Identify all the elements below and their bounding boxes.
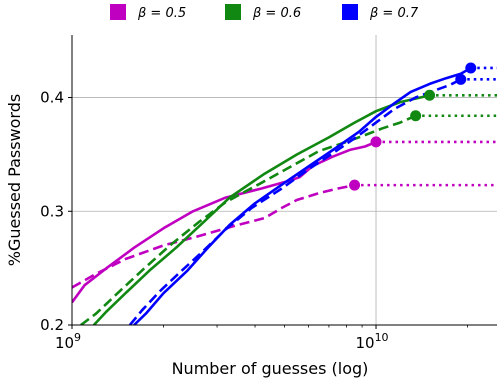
series-line-1 [72,183,355,289]
legend-label-2: β = 0.7 [369,6,419,21]
series-line-5 [128,78,462,325]
legend-label-1: β = 0.6 [252,6,301,21]
axes [71,35,497,326]
series-end-marker-5 [455,73,467,85]
series-line-3 [80,114,417,325]
legend: β = 0.5 β = 0.6 β = 0.7 [110,4,419,21]
legend-swatch-0 [110,4,126,20]
legend-label-0: β = 0.5 [137,6,186,21]
series-end-marker-1 [349,179,361,191]
gridlines [72,35,497,325]
tick-labels: 0.2 0.3 0.4 109 1010 [40,89,468,352]
legend-swatch-1 [225,4,241,20]
series-group [72,66,497,325]
x-tick-label-1: 1010 [355,331,388,352]
y-tick-label-2: 0.4 [40,89,64,107]
series-line-0 [72,140,377,304]
series-end-marker-0 [370,136,382,148]
end-markers [349,62,477,191]
x-tick-label-0: 109 [55,331,81,352]
series-end-marker-2 [424,89,436,101]
x-axis-label: Number of guesses (log) [172,359,369,378]
legend-swatch-2 [342,4,358,20]
series-end-marker-4 [465,62,477,74]
y-tick-label-0: 0.2 [40,316,64,334]
series-end-marker-3 [410,110,422,122]
y-tick-label-1: 0.3 [40,202,64,220]
series-line-4 [133,66,472,325]
y-axis-label: %Guessed Passwords [5,94,24,266]
